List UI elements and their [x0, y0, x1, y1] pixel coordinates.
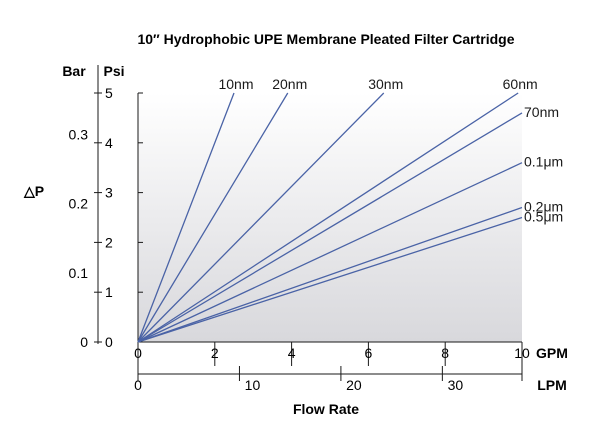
x-secondary-tick-label: 10: [245, 377, 261, 393]
x-secondary-tick-label: 20: [346, 377, 362, 393]
x-tick-label: 6: [365, 345, 373, 361]
x-tick-label: 8: [441, 345, 449, 361]
y-tick-label: 5: [105, 85, 113, 101]
series-line: [137, 92, 289, 343]
x-secondary-unit-label: LPM: [537, 377, 567, 393]
y-secondary-tick-label: 0: [80, 334, 88, 350]
series-label: 60nm: [503, 76, 538, 92]
series-line: [137, 216, 523, 343]
x-secondary-tick-label: 30: [448, 377, 464, 393]
series-label: 0.5μm: [524, 209, 563, 225]
series-label: 0.1μm: [524, 154, 563, 170]
x-tick-label: 10: [514, 345, 530, 361]
series-line: [137, 206, 523, 343]
y-axis-label: △P: [23, 183, 44, 199]
x-secondary-tick-label: 0: [134, 377, 142, 393]
series-label: 10nm: [218, 76, 253, 92]
series-label: 20nm: [272, 76, 307, 92]
y-secondary-tick-label: 0.1: [69, 265, 89, 281]
y-tick-label: 3: [105, 185, 113, 201]
y-tick-label: 2: [105, 234, 113, 250]
y-secondary-tick-label: 0.3: [69, 127, 89, 143]
chart-title: 10″ Hydrophobic UPE Membrane Pleated Fil…: [137, 31, 514, 47]
y-tick-label: 0: [105, 334, 113, 350]
series-label: 70nm: [524, 104, 559, 120]
y-primary-unit-label: Psi: [103, 63, 124, 79]
y-tick-label: 4: [105, 135, 113, 151]
series-label: 0.2μm: [524, 199, 563, 215]
series-line: [137, 92, 519, 343]
x-primary-unit-label: GPM: [536, 345, 568, 361]
series-line: [137, 92, 235, 343]
y-tick-label: 1: [105, 284, 113, 300]
series-line: [137, 92, 385, 343]
x-tick-label: 0: [134, 345, 142, 361]
series-line: [137, 162, 523, 343]
x-tick-label: 2: [211, 345, 219, 361]
y-secondary-unit-label: Bar: [62, 63, 86, 79]
tick-group: 0 1 2 3 4 5 0 0.1 0.2 0.3 0 2 4 6 8 10 0 10 20 30: [69, 85, 530, 393]
x-axis-label: Flow Rate: [293, 401, 359, 417]
series-line: [137, 112, 523, 343]
x-tick-label: 4: [288, 345, 296, 361]
series-label: 30nm: [368, 76, 403, 92]
y-secondary-tick-label: 0.2: [69, 196, 89, 212]
